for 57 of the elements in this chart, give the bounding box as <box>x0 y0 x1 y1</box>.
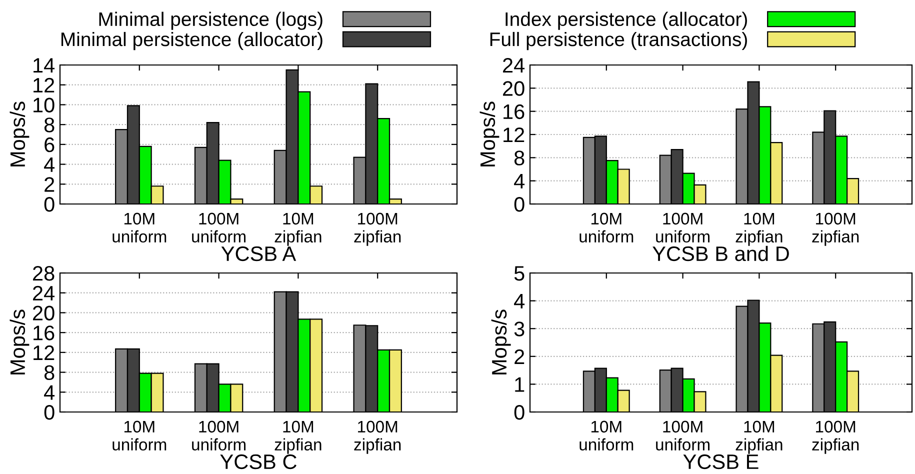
y-tick-label: 0 <box>514 197 524 212</box>
y-tick-label: 1 <box>515 377 524 392</box>
y-tick-label: 2 <box>44 177 54 192</box>
x-axis-title: YCSB A <box>221 246 296 262</box>
x-tick-label: 10M uniform <box>580 212 634 243</box>
y-tick-label: 12 <box>504 128 524 142</box>
x-tick-label: 100M zipfian <box>812 420 859 454</box>
x-tick-label: 10M zipfian <box>274 212 322 246</box>
x-tick-label: 100M zipfian <box>354 420 401 454</box>
x-tick-label: 10M uniform <box>580 420 634 451</box>
y-tick-label: 20 <box>503 81 524 96</box>
y-tick-label: 10 <box>34 98 54 112</box>
y-tick-label: 0 <box>44 405 54 420</box>
y-tick-label: 16 <box>504 104 524 120</box>
y-axis-title: Mops/s <box>10 310 30 374</box>
y-tick-label: 4 <box>44 385 55 400</box>
x-tick-label: 100M uniform <box>192 212 246 243</box>
y-axis-title: Mops/s <box>480 102 500 166</box>
x-tick-label: 100M uniform <box>192 420 246 451</box>
y-tick-label: 8 <box>44 118 54 132</box>
legend-label: Index persistence (allocator) <box>506 12 747 30</box>
y-tick-label: 0 <box>44 197 54 212</box>
x-axis-title: YCSB B and D <box>652 246 789 262</box>
x-tick-label: 10M zipfian <box>736 212 782 246</box>
y-tick-label: 28 <box>33 266 54 281</box>
x-axis-title: YCSB C <box>220 454 296 470</box>
y-tick-label: 0 <box>514 405 524 420</box>
y-tick-label: 4 <box>514 294 525 308</box>
legend-label: Minimal persistence (allocator) <box>61 32 322 50</box>
y-tick-label: 12 <box>34 78 54 92</box>
y-tick-label: 3 <box>514 322 524 336</box>
y-tick-label: 16 <box>34 326 54 340</box>
y-tick-label: 4 <box>44 158 55 172</box>
y-tick-label: 14 <box>34 58 55 73</box>
x-tick-label: 100M zipfian <box>812 212 859 246</box>
x-tick-label: 10M uniform <box>112 212 166 243</box>
x-tick-label: 100M uniform <box>656 212 710 243</box>
y-tick-label: 12 <box>34 345 54 360</box>
x-tick-label: 10M zipfian <box>736 420 782 454</box>
y-tick-label: 5 <box>514 266 524 281</box>
y-axis-title: Mops/s <box>10 102 30 166</box>
y-tick-label: 6 <box>44 137 54 152</box>
x-tick-label: 10M uniform <box>112 420 166 451</box>
x-tick-label: 10M zipfian <box>274 420 322 454</box>
x-tick-label: 100M zipfian <box>354 212 401 246</box>
y-axis-title: Mops/s <box>491 310 511 374</box>
x-tick-label: 100M uniform <box>656 420 710 451</box>
y-tick-label: 24 <box>33 286 55 300</box>
y-tick-label: 2 <box>514 349 524 364</box>
y-tick-label: 20 <box>33 306 54 320</box>
legend-label: Full persistence (transactions) <box>490 32 747 50</box>
y-tick-label: 8 <box>44 365 54 380</box>
y-tick-label: 4 <box>514 174 525 188</box>
y-tick-label: 24 <box>503 58 525 73</box>
x-axis-title: YCSB E <box>683 454 758 470</box>
y-tick-label: 8 <box>514 150 524 166</box>
legend-label: Minimal persistence (logs) <box>99 12 322 30</box>
